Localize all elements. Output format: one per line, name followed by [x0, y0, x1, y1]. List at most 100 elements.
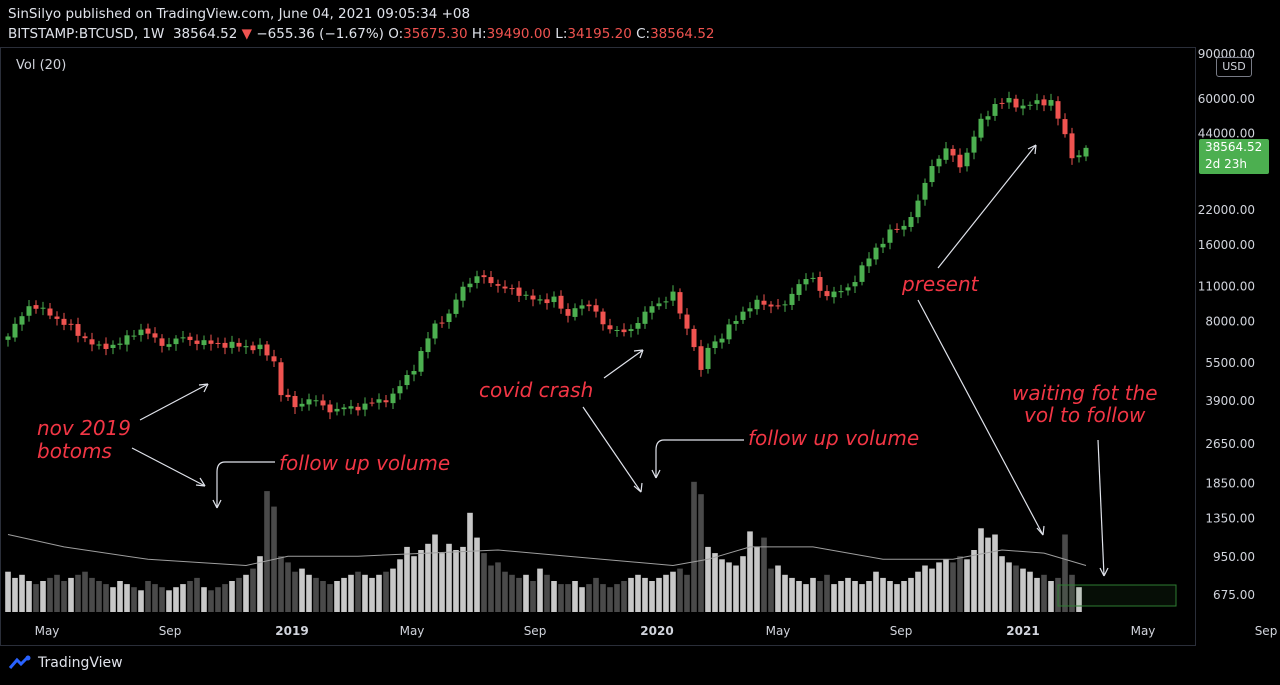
annotation-follow-up-volume-1: follow up volume [279, 451, 450, 475]
volume-bar [936, 562, 942, 612]
candle-body [957, 154, 963, 168]
y-tick-label: 3900.00 [1205, 394, 1255, 408]
volume-bar [5, 571, 11, 612]
candle-body [376, 399, 382, 403]
volume-bar [873, 571, 879, 612]
candle-body [460, 286, 466, 301]
volume-bar [117, 581, 123, 612]
candle-body [180, 337, 186, 339]
candle-body [292, 395, 298, 408]
volume-indicator-label[interactable]: Vol (20) [16, 58, 67, 73]
candle-body [320, 400, 326, 406]
candle-body [194, 340, 200, 344]
volume-bar [1041, 574, 1047, 612]
close-label: C: [636, 26, 651, 42]
volume-bar [635, 574, 641, 612]
candle-body [5, 336, 11, 340]
candle-body [201, 340, 207, 346]
candle-body [439, 322, 445, 324]
waiting-volume-box [1057, 584, 1177, 607]
volume-bar [768, 568, 774, 612]
open-label: O: [388, 26, 404, 42]
candle-body [285, 394, 291, 398]
volume-bar [516, 577, 522, 612]
arrowhead-present-volume [1036, 525, 1045, 536]
volume-bar [628, 577, 634, 612]
volume-bar [292, 571, 298, 612]
tradingview-logo[interactable]: TradingView [8, 655, 123, 671]
candle-body [684, 314, 690, 329]
candle-body [12, 323, 18, 338]
volume-bar [383, 571, 389, 612]
volume-bar [1069, 574, 1075, 612]
volume-bar [845, 577, 851, 612]
volume-bar [40, 581, 46, 612]
arrow-covid-volume [582, 406, 642, 493]
candle-body [992, 104, 998, 116]
volume-bar [544, 574, 550, 612]
candle-body [75, 324, 81, 336]
candle-body [1020, 105, 1026, 109]
brand-name: TradingView [38, 655, 123, 671]
candle-body [481, 275, 487, 278]
candle-body [901, 225, 907, 230]
candle-body [635, 323, 641, 329]
candle-body [446, 313, 452, 323]
candle-body [33, 305, 39, 309]
candle-body [145, 328, 151, 334]
candle-body [1055, 101, 1061, 119]
volume-bar [859, 584, 865, 612]
volume-bar [502, 571, 508, 612]
currency-button[interactable]: USD [1216, 57, 1252, 77]
candle-body [929, 166, 935, 183]
candle-body [747, 308, 753, 312]
volume-bar [649, 581, 655, 612]
volume-bar [138, 590, 144, 612]
candle-body [502, 286, 508, 289]
price-axis: 675.00 950.00 1350.00 1850.00 2650.00 3900.00… [1198, 47, 1255, 602]
volume-bar [173, 587, 179, 612]
annotation-nov-2019-line1: nov 2019 [37, 416, 131, 440]
x-tick-label: Sep [159, 624, 182, 638]
volume-bar [19, 574, 25, 612]
candle-body [831, 291, 837, 298]
candle-body [425, 338, 431, 353]
chart-pane[interactable] [0, 47, 1196, 646]
x-tick-label: Sep [524, 624, 547, 638]
annotation-present: present [901, 272, 980, 296]
candle-body [40, 307, 46, 309]
x-tick-label: May [400, 624, 425, 638]
volume-bar [250, 568, 256, 612]
arrow-nov-bottoms [139, 383, 209, 421]
volume-bar [390, 568, 396, 612]
volume-bar [166, 590, 172, 612]
y-tick-label: 5500.00 [1205, 356, 1255, 370]
volume-bar [446, 543, 452, 612]
volume-bar [229, 581, 235, 612]
candle-body [719, 338, 725, 343]
ohlc-line: BITSTAMP:BTCUSD, 1W 38564.52 ▼ −655.36 (… [8, 24, 715, 44]
candle-body [341, 407, 347, 410]
volume-bar [96, 581, 102, 612]
volume-bar [131, 587, 137, 612]
volume-bar [509, 574, 515, 612]
y-tick-label: 2650.00 [1205, 437, 1255, 451]
volume-bar [551, 581, 557, 612]
volume-bar [964, 559, 970, 612]
low-value: 34195.20 [567, 26, 632, 42]
candle-body [61, 318, 67, 325]
candle-body [1083, 147, 1089, 157]
candle-body [54, 316, 60, 319]
candle-body [782, 304, 788, 306]
volume-bar [1048, 581, 1054, 612]
volume-bar [796, 581, 802, 612]
y-tick-label: 675.00 [1213, 588, 1255, 602]
candle-body [621, 329, 627, 333]
volume-bar [362, 574, 368, 612]
candle-body [698, 346, 704, 370]
candle-body [1062, 119, 1068, 135]
volume-bar [47, 577, 53, 612]
candle-body [908, 217, 914, 227]
candle-body [334, 408, 340, 412]
